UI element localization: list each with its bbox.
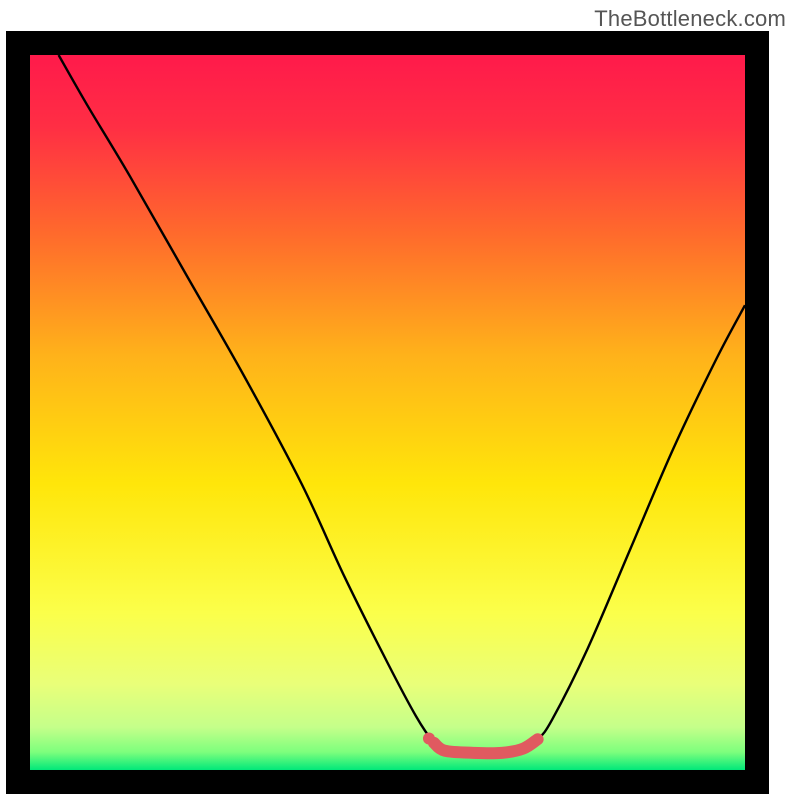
attribution-text: TheBottleneck.com [594,6,786,32]
figure-root: TheBottleneck.com [0,0,800,800]
highlight-start-dot [423,733,435,745]
plot-area [30,55,745,770]
plot-frame [6,31,769,794]
plot-svg [30,55,745,770]
